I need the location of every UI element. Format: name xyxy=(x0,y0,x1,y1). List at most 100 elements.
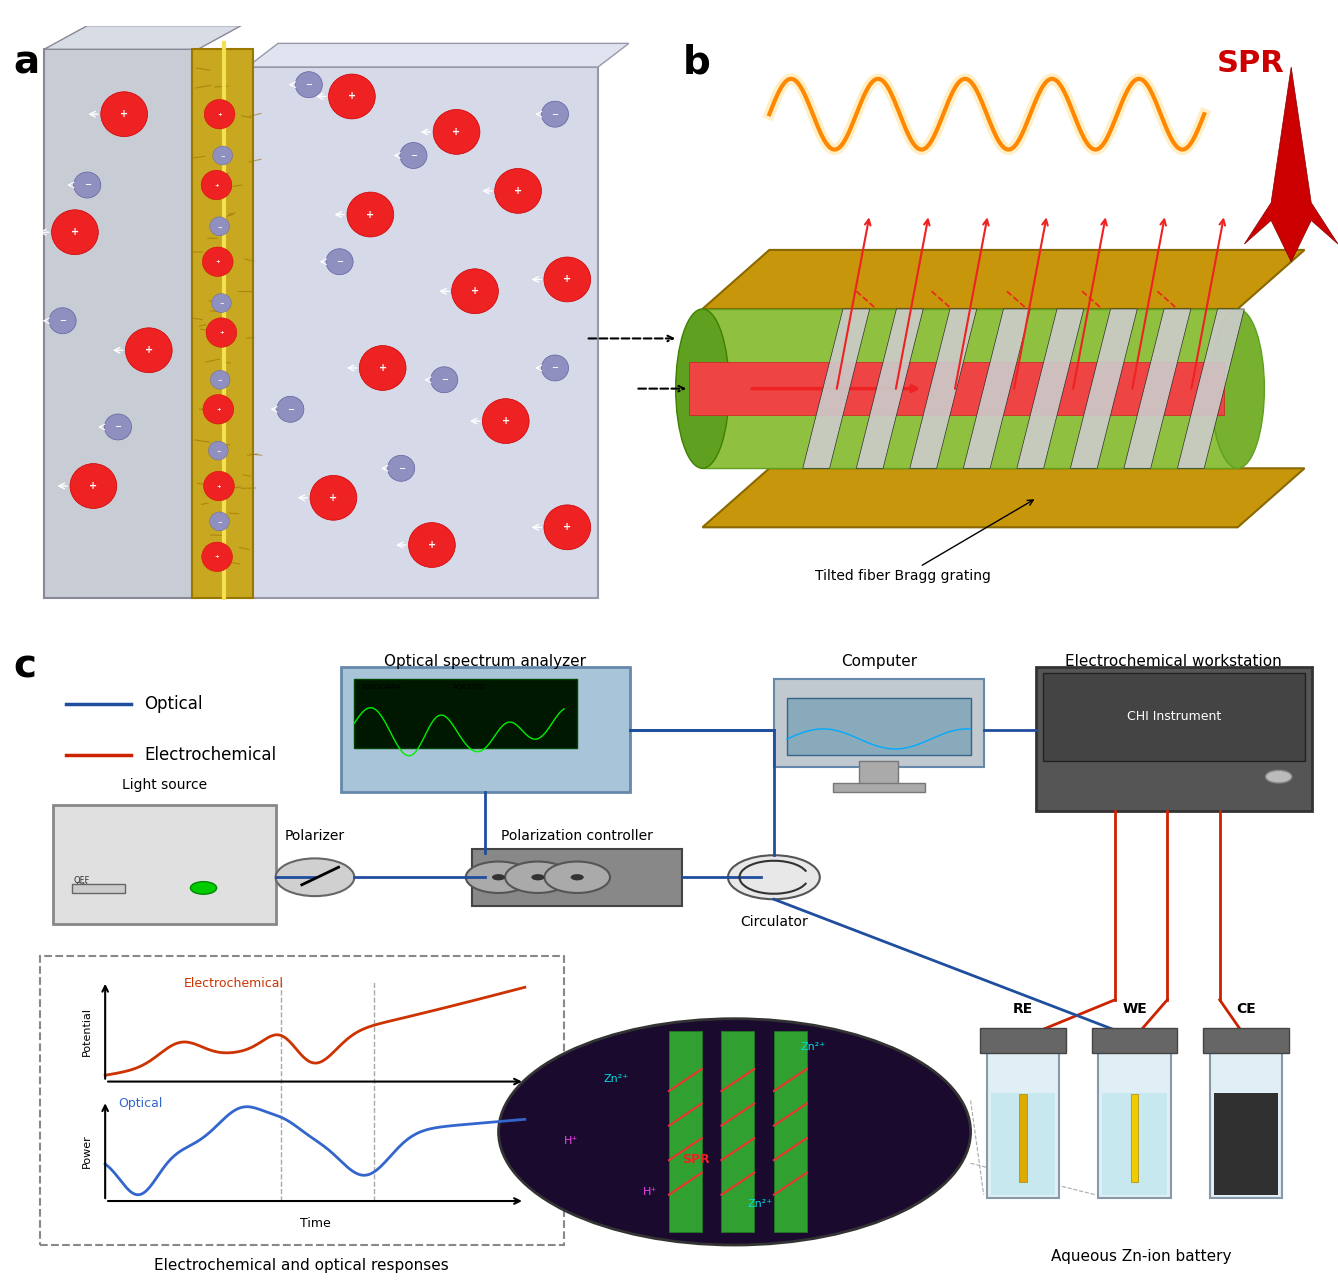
Text: −: − xyxy=(440,375,448,385)
Bar xyxy=(1036,667,1311,811)
Text: RE: RE xyxy=(1013,1002,1033,1016)
Circle shape xyxy=(388,455,415,481)
Polygon shape xyxy=(44,26,241,49)
Text: b: b xyxy=(682,44,710,81)
Text: −: − xyxy=(551,109,558,119)
Text: +: + xyxy=(471,286,479,296)
Text: H⁺: H⁺ xyxy=(642,1187,657,1197)
Polygon shape xyxy=(248,67,598,598)
Circle shape xyxy=(211,294,231,313)
Text: −: − xyxy=(219,300,223,305)
Circle shape xyxy=(203,471,234,500)
Polygon shape xyxy=(702,250,1305,309)
Circle shape xyxy=(483,399,529,444)
Text: +: + xyxy=(90,481,98,491)
Polygon shape xyxy=(1017,309,1084,468)
Text: +: + xyxy=(215,554,219,559)
Circle shape xyxy=(210,217,229,236)
Polygon shape xyxy=(689,362,1224,416)
Text: Zn²⁺: Zn²⁺ xyxy=(800,1042,826,1052)
Bar xyxy=(52,804,276,924)
Circle shape xyxy=(276,858,355,896)
Circle shape xyxy=(531,874,545,880)
Text: Circulator: Circulator xyxy=(740,915,808,929)
Bar xyxy=(72,884,124,893)
Text: −: − xyxy=(217,518,222,523)
Bar xyxy=(1098,1041,1171,1198)
Circle shape xyxy=(545,257,590,302)
Polygon shape xyxy=(702,309,1238,468)
Text: +: + xyxy=(514,186,522,196)
Text: Time: Time xyxy=(300,1216,330,1229)
Text: Light source: Light source xyxy=(122,779,207,793)
Text: −: − xyxy=(215,448,221,453)
Circle shape xyxy=(296,72,322,98)
Text: −: − xyxy=(218,377,222,382)
Polygon shape xyxy=(1177,309,1244,468)
Circle shape xyxy=(506,862,570,893)
Text: +: + xyxy=(214,182,219,187)
Text: AQ6370D: AQ6370D xyxy=(452,684,486,690)
Text: Potential: Potential xyxy=(82,1007,92,1056)
Text: CHI Instrument: CHI Instrument xyxy=(1127,711,1222,724)
Bar xyxy=(1131,1094,1139,1182)
Circle shape xyxy=(499,1019,970,1245)
Circle shape xyxy=(1266,770,1293,783)
Polygon shape xyxy=(1070,309,1137,468)
Polygon shape xyxy=(191,49,253,598)
Polygon shape xyxy=(1124,309,1191,468)
Circle shape xyxy=(452,269,498,313)
Text: −: − xyxy=(115,422,122,431)
Circle shape xyxy=(347,192,393,237)
Text: +: + xyxy=(367,209,375,219)
Text: ON: ON xyxy=(75,883,88,892)
Circle shape xyxy=(466,862,531,893)
Circle shape xyxy=(52,210,98,254)
Bar xyxy=(773,679,983,767)
Circle shape xyxy=(213,146,233,166)
Circle shape xyxy=(210,371,230,389)
Bar xyxy=(981,1028,1065,1053)
Text: −: − xyxy=(336,257,343,267)
Text: a: a xyxy=(13,44,40,81)
Text: −: − xyxy=(305,80,312,90)
Bar xyxy=(1203,1028,1288,1053)
Text: Tilted fiber Bragg grating: Tilted fiber Bragg grating xyxy=(815,500,1033,584)
Text: +: + xyxy=(379,363,387,373)
Text: WE: WE xyxy=(1123,1002,1147,1016)
Text: +: + xyxy=(563,522,571,532)
Bar xyxy=(721,1032,755,1233)
Polygon shape xyxy=(1244,67,1338,262)
Bar xyxy=(1214,1093,1278,1194)
Text: Aqueous Zn-ion battery: Aqueous Zn-ion battery xyxy=(1050,1248,1231,1264)
Bar xyxy=(669,1032,701,1233)
Circle shape xyxy=(495,168,542,213)
Bar xyxy=(859,761,898,786)
Text: CE: CE xyxy=(1236,1002,1256,1016)
Circle shape xyxy=(50,308,76,334)
Circle shape xyxy=(205,100,235,130)
Polygon shape xyxy=(803,309,870,468)
Text: Electrochemical workstation: Electrochemical workstation xyxy=(1065,654,1282,668)
Circle shape xyxy=(70,463,116,508)
Circle shape xyxy=(202,541,233,572)
Text: Power: Power xyxy=(82,1134,92,1168)
Text: SPR: SPR xyxy=(1218,49,1284,78)
Polygon shape xyxy=(963,309,1030,468)
Bar xyxy=(355,679,577,748)
Circle shape xyxy=(209,441,229,461)
Text: +: + xyxy=(428,540,436,550)
Polygon shape xyxy=(910,309,977,468)
Circle shape xyxy=(104,414,131,440)
Text: +: + xyxy=(502,416,510,426)
Circle shape xyxy=(542,101,569,127)
Bar xyxy=(472,849,682,906)
Text: −: − xyxy=(409,151,417,160)
Text: −: − xyxy=(59,316,66,326)
Circle shape xyxy=(400,142,427,168)
Text: Electrochemical and optical responses: Electrochemical and optical responses xyxy=(154,1257,450,1273)
Circle shape xyxy=(201,171,231,200)
Text: Zn²⁺: Zn²⁺ xyxy=(748,1200,773,1210)
Ellipse shape xyxy=(1211,309,1264,468)
Circle shape xyxy=(310,476,357,520)
